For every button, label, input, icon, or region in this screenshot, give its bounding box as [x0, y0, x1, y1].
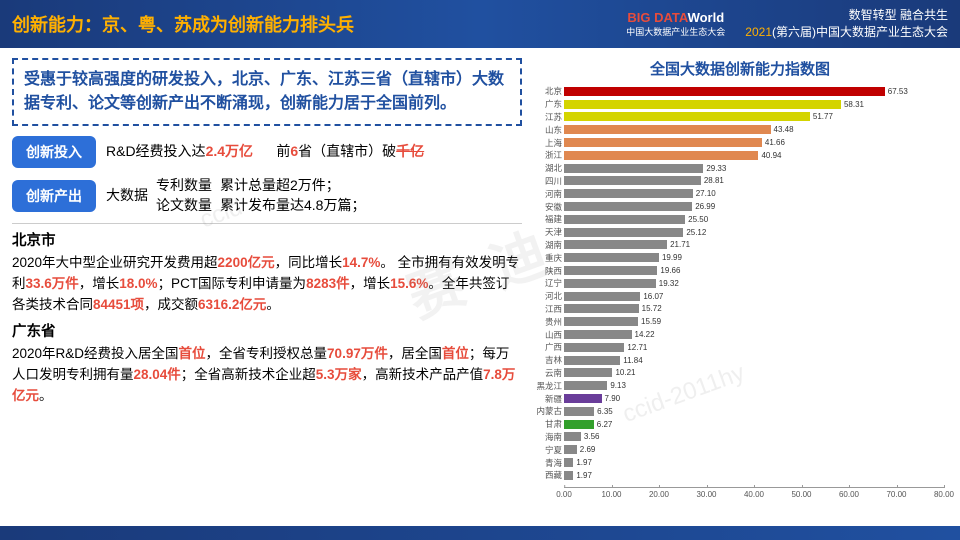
footer-bar: [0, 526, 960, 540]
bar-row: 江西15.72: [564, 303, 944, 316]
pill-output: 创新产出: [12, 180, 96, 212]
bar-row: 云南10.21: [564, 367, 944, 380]
header-tagline: 数智转型 融合共生 2021(第六届)中国大数据产业生态大会: [745, 7, 948, 41]
bar-row: 江苏51.77: [564, 111, 944, 124]
bar-row: 重庆19.99: [564, 251, 944, 264]
logo-main: BIG DATAWorld: [627, 10, 724, 25]
bar-row: 陕西19.66: [564, 264, 944, 277]
tagline-1: 数智转型 融合共生: [745, 7, 948, 24]
pill-input-text: R&D经费投入达2.4万亿 前6省（直辖市）破千亿: [106, 142, 522, 162]
bar-row: 北京67.53: [564, 85, 944, 98]
chart-title: 全国大数据创新能力指数图: [532, 58, 948, 79]
bar-row: 青海1.97: [564, 456, 944, 469]
guangdong-section: 广东省 2020年R&D经费投入居全国首位，全省专利授权总量70.97万件，居全…: [12, 321, 522, 406]
bar-row: 宁夏2.69: [564, 443, 944, 456]
logo-sub: 中国大数据产业生态大会: [626, 25, 725, 38]
bar-row: 四川28.81: [564, 175, 944, 188]
bar-row: 福建25.50: [564, 213, 944, 226]
bar-row: 内蒙古6.35: [564, 405, 944, 418]
bar-row: 河北16.07: [564, 290, 944, 303]
bar-row: 湖北29.33: [564, 162, 944, 175]
bar-row: 西藏1.97: [564, 469, 944, 482]
right-column: 全国大数据创新能力指数图 北京67.53广东58.31江苏51.77山东43.4…: [532, 58, 948, 516]
beijing-title: 北京市: [12, 230, 522, 252]
bar-row: 新疆7.90: [564, 392, 944, 405]
bar-row: 山西14.22: [564, 328, 944, 341]
guangdong-title: 广东省: [12, 321, 522, 343]
beijing-body: 2020年大中型企业研究开发费用超2200亿元，同比增长14.7%。 全市拥有有…: [12, 253, 522, 316]
tagline-2: 2021(第六届)中国大数据产业生态大会: [745, 24, 948, 41]
bar-row: 广东58.31: [564, 98, 944, 111]
bar-row: 吉林11.84: [564, 354, 944, 367]
bar-row: 安徽26.99: [564, 200, 944, 213]
chart-bars: 北京67.53广东58.31江苏51.77山东43.48上海41.66浙江40.…: [564, 85, 944, 487]
bar-row: 甘肃6.27: [564, 418, 944, 431]
bar-row: 海南3.56: [564, 431, 944, 444]
innovation-output-row: 创新产出 大数据 专利数量 论文数量 累计总量超2万件； 累计发布量达4.8万篇…: [12, 176, 522, 215]
pill-output-text: 大数据 专利数量 论文数量 累计总量超2万件； 累计发布量达4.8万篇；: [106, 176, 522, 215]
bar-row: 贵州15.59: [564, 315, 944, 328]
left-column: 受惠于较高强度的研发投入，北京、广东、江苏三省（直辖市）大数据专利、论文等创新产…: [12, 58, 522, 516]
content-area: 受惠于较高强度的研发投入，北京、广东、江苏三省（直辖市）大数据专利、论文等创新产…: [0, 48, 960, 526]
pill-input: 创新投入: [12, 136, 96, 168]
divider: [12, 223, 522, 224]
innovation-input-row: 创新投入 R&D经费投入达2.4万亿 前6省（直辖市）破千亿: [12, 136, 522, 168]
bar-row: 辽宁19.32: [564, 277, 944, 290]
innovation-chart: 北京67.53广东58.31江苏51.77山东43.48上海41.66浙江40.…: [532, 85, 948, 505]
page-title: 创新能力：京、粤、苏成为创新能力排头兵: [12, 11, 626, 37]
bar-row: 湖南21.71: [564, 239, 944, 252]
brand-logo: BIG DATAWorld 中国大数据产业生态大会: [626, 10, 725, 38]
guangdong-body: 2020年R&D经费投入居全国首位，全省专利授权总量70.97万件，居全国首位；…: [12, 344, 522, 407]
header-bar: 创新能力：京、粤、苏成为创新能力排头兵 BIG DATAWorld 中国大数据产…: [0, 0, 960, 48]
beijing-section: 北京市 2020年大中型企业研究开发费用超2200亿元，同比增长14.7%。 全…: [12, 230, 522, 315]
bar-row: 山东43.48: [564, 123, 944, 136]
bar-row: 浙江40.94: [564, 149, 944, 162]
bar-row: 河南27.10: [564, 187, 944, 200]
summary-quote: 受惠于较高强度的研发投入，北京、广东、江苏三省（直辖市）大数据专利、论文等创新产…: [12, 58, 522, 126]
bar-row: 黑龙江9.13: [564, 379, 944, 392]
bar-row: 广西12.71: [564, 341, 944, 354]
bar-row: 上海41.66: [564, 136, 944, 149]
bar-row: 天津25.12: [564, 226, 944, 239]
chart-x-axis: 0.0010.0020.0030.0040.0050.0060.0070.008…: [564, 487, 944, 505]
